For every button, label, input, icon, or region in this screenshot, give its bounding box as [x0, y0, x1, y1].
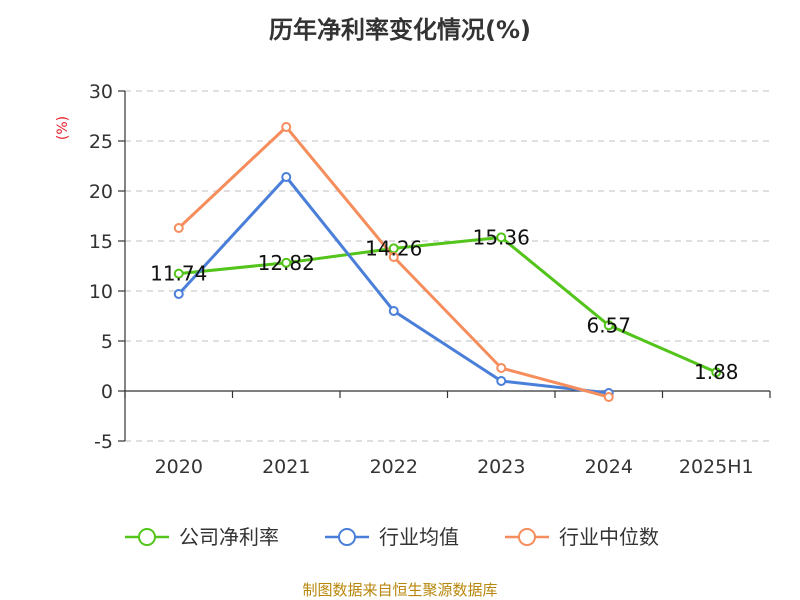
axes: -5 0 5 10 15 20 25 30 2020 2021 2022 2023 2024 2025H1: [89, 81, 771, 478]
y-tick-label: 25: [89, 131, 113, 153]
x-tick-label: 2024: [585, 456, 633, 478]
x-tick-label: 2022: [370, 456, 418, 478]
legend: 公司净利率 行业均值 行业中位数: [125, 525, 659, 549]
data-point: [173, 223, 184, 233]
x-tick-label: 2021: [262, 456, 310, 478]
legend-marker: [338, 528, 356, 546]
x-tick-label: 2020: [155, 456, 203, 478]
data-point: [496, 376, 507, 386]
chart-title: 历年净利率变化情况(%): [269, 16, 531, 44]
data-point: [173, 289, 184, 299]
data-label: 11.74: [150, 262, 207, 286]
data-point: [603, 320, 614, 331]
data-labels: 11.74 12.82 14.26 15.36 6.57 1.88: [150, 225, 738, 384]
y-axis-label: (%): [55, 116, 71, 140]
y-tick-label: 10: [89, 281, 113, 303]
data-point: [496, 363, 507, 373]
y-tick-label: 5: [101, 331, 113, 353]
data-point: [281, 257, 292, 268]
legend-label: 行业均值: [379, 525, 459, 549]
data-label: 1.88: [694, 360, 739, 384]
data-point: [496, 232, 507, 243]
legend-label: 行业中位数: [559, 525, 659, 549]
y-tick-label: 20: [89, 181, 113, 203]
source-note: 制图数据来自恒生聚源数据库: [302, 581, 497, 599]
data-label: 12.82: [258, 251, 315, 275]
y-tick-label: 0: [101, 381, 113, 403]
data-point: [711, 367, 722, 378]
data-label: 6.57: [586, 313, 631, 337]
legend-marker: [518, 528, 536, 546]
data-point: [281, 172, 292, 182]
data-point: [603, 392, 614, 402]
data-label: 15.36: [473, 225, 530, 249]
y-tick-label: 15: [89, 231, 113, 253]
x-tick-label: 2025H1: [679, 456, 754, 478]
legend-label: 公司净利率: [179, 525, 279, 549]
x-tick-label: 2023: [477, 456, 525, 478]
data-label: 14.26: [365, 236, 422, 260]
data-point: [388, 306, 399, 316]
y-tick-label: 30: [89, 81, 113, 103]
series-points: [173, 122, 722, 402]
data-point: [388, 252, 399, 262]
y-tick-label: -5: [94, 431, 113, 453]
legend-marker: [138, 528, 156, 546]
gridlines: [125, 90, 770, 442]
data-point: [281, 122, 292, 132]
series-line-1: [177, 175, 609, 395]
series-line-0: [178, 235, 717, 374]
data-point: [173, 268, 184, 279]
